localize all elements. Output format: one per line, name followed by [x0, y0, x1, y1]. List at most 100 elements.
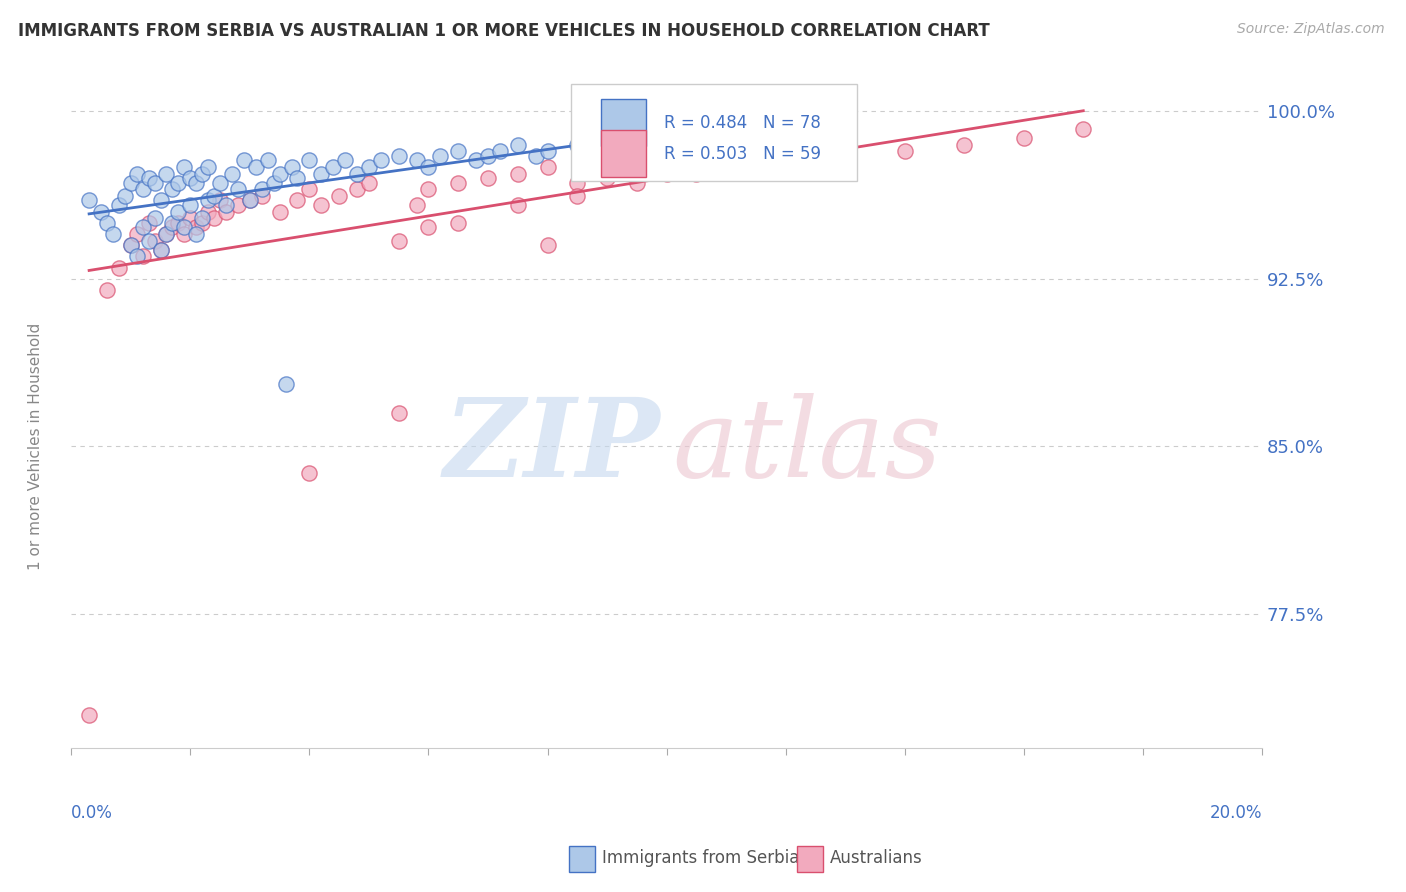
Point: [418, 220, 440, 235]
Point: [524, 149, 547, 163]
Point: [149, 243, 172, 257]
Point: [245, 160, 267, 174]
Point: [221, 167, 243, 181]
Point: [536, 238, 558, 252]
Point: [155, 227, 177, 241]
Point: [893, 145, 915, 159]
Point: [655, 137, 678, 152]
Point: [131, 182, 153, 196]
Point: [388, 406, 411, 420]
Point: [298, 467, 321, 481]
Point: [685, 167, 707, 181]
Point: [143, 176, 166, 190]
Point: [120, 176, 142, 190]
Point: [322, 160, 344, 174]
Point: [388, 234, 411, 248]
Point: [125, 167, 148, 181]
Point: [583, 130, 606, 145]
Point: [745, 160, 768, 174]
Point: [429, 149, 451, 163]
Point: [269, 204, 291, 219]
Point: [834, 149, 856, 163]
Point: [298, 182, 321, 196]
FancyBboxPatch shape: [602, 99, 647, 146]
Point: [120, 238, 142, 252]
Point: [179, 211, 201, 226]
Point: [685, 160, 707, 174]
Point: [125, 227, 148, 241]
Point: [405, 198, 427, 212]
Point: [274, 376, 297, 391]
Point: [120, 238, 142, 252]
Point: [173, 220, 195, 235]
Point: [167, 216, 190, 230]
Point: [328, 189, 350, 203]
Point: [668, 130, 690, 145]
Point: [162, 182, 184, 196]
Point: [263, 176, 285, 190]
Point: [644, 126, 666, 140]
Point: [155, 227, 177, 241]
Point: [714, 121, 737, 136]
Point: [179, 171, 201, 186]
Point: [418, 182, 440, 196]
Point: [125, 249, 148, 263]
Point: [167, 176, 190, 190]
Point: [138, 216, 160, 230]
Point: [179, 198, 201, 212]
Point: [506, 198, 529, 212]
Point: [536, 160, 558, 174]
Point: [215, 204, 238, 219]
Point: [186, 176, 208, 190]
Point: [506, 167, 529, 181]
Point: [108, 198, 131, 212]
Point: [388, 149, 411, 163]
Point: [489, 145, 512, 159]
Text: Australians: Australians: [830, 849, 922, 867]
Point: [191, 216, 214, 230]
Point: [357, 160, 380, 174]
Point: [1071, 121, 1094, 136]
Point: [1012, 130, 1035, 145]
Point: [679, 126, 702, 140]
Point: [232, 153, 254, 168]
Point: [567, 176, 589, 190]
Point: [596, 145, 619, 159]
Point: [418, 160, 440, 174]
Point: [714, 153, 737, 168]
Point: [197, 160, 219, 174]
Point: [655, 167, 678, 181]
Point: [209, 176, 232, 190]
Point: [703, 126, 725, 140]
Point: [149, 243, 172, 257]
Point: [567, 137, 589, 152]
Point: [209, 194, 232, 208]
Point: [197, 204, 219, 219]
Point: [101, 227, 124, 241]
Point: [173, 160, 195, 174]
Point: [287, 171, 309, 186]
Point: [775, 153, 797, 168]
Point: [77, 194, 100, 208]
Point: [370, 153, 392, 168]
Point: [346, 167, 368, 181]
Point: [567, 189, 589, 203]
Point: [131, 249, 153, 263]
Point: [596, 171, 619, 186]
Point: [90, 204, 112, 219]
Point: [202, 211, 225, 226]
Point: [202, 189, 225, 203]
Point: [346, 182, 368, 196]
Text: R = 0.484   N = 78: R = 0.484 N = 78: [664, 113, 821, 132]
Point: [447, 145, 470, 159]
Point: [477, 149, 499, 163]
Point: [256, 153, 278, 168]
Point: [96, 283, 118, 297]
Point: [173, 227, 195, 241]
Point: [162, 216, 184, 230]
Point: [506, 137, 529, 152]
Text: 0.0%: 0.0%: [72, 805, 112, 822]
Point: [77, 707, 100, 722]
Text: 20.0%: 20.0%: [1209, 805, 1263, 822]
Point: [447, 216, 470, 230]
